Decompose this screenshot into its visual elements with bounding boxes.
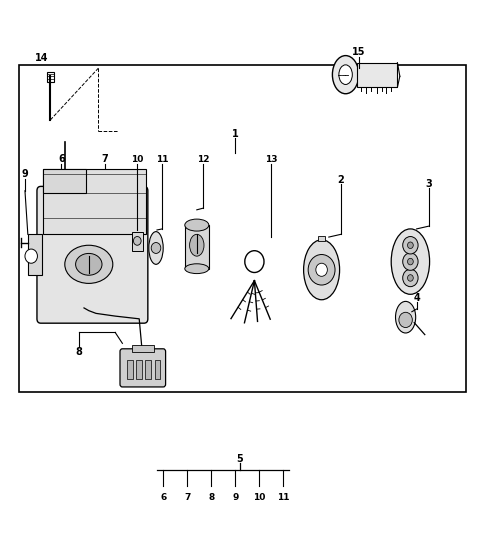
Polygon shape: [28, 234, 42, 275]
Circle shape: [403, 269, 418, 287]
Circle shape: [403, 237, 418, 254]
Circle shape: [399, 312, 412, 328]
Text: 11: 11: [277, 493, 289, 501]
Ellipse shape: [339, 65, 352, 84]
Bar: [47, 72, 54, 82]
Text: 5: 5: [237, 454, 243, 464]
Text: 3: 3: [425, 179, 432, 189]
Circle shape: [133, 237, 141, 245]
Bar: [357, 63, 397, 87]
Circle shape: [151, 243, 161, 253]
Ellipse shape: [75, 253, 102, 275]
Text: 6: 6: [160, 493, 167, 501]
Circle shape: [25, 249, 37, 263]
Text: 14: 14: [35, 53, 48, 63]
FancyBboxPatch shape: [120, 349, 166, 387]
Text: 8: 8: [76, 347, 83, 356]
Bar: [185, 225, 209, 269]
Circle shape: [316, 263, 327, 276]
Circle shape: [408, 258, 413, 265]
Ellipse shape: [149, 232, 163, 264]
Text: 11: 11: [156, 155, 168, 163]
Circle shape: [408, 275, 413, 281]
Ellipse shape: [190, 234, 204, 256]
Bar: [127, 360, 133, 379]
Text: 8: 8: [208, 493, 215, 501]
Bar: [145, 360, 151, 379]
Bar: [43, 169, 146, 234]
Text: 9: 9: [22, 169, 28, 179]
Bar: [132, 232, 143, 251]
FancyBboxPatch shape: [37, 186, 148, 323]
Polygon shape: [43, 169, 86, 193]
Ellipse shape: [391, 229, 430, 294]
Ellipse shape: [396, 301, 416, 333]
Ellipse shape: [304, 240, 340, 300]
Text: 7: 7: [184, 493, 191, 501]
Ellipse shape: [185, 219, 209, 231]
Circle shape: [403, 253, 418, 270]
Ellipse shape: [185, 264, 209, 274]
Bar: [155, 360, 160, 379]
Text: 15: 15: [352, 47, 366, 57]
Text: 13: 13: [265, 155, 277, 163]
Ellipse shape: [65, 245, 113, 283]
Text: 6: 6: [58, 154, 65, 164]
Text: 10: 10: [253, 493, 265, 501]
Circle shape: [408, 242, 413, 249]
Text: 4: 4: [413, 293, 420, 303]
Text: 12: 12: [197, 155, 209, 163]
Text: 7: 7: [101, 154, 108, 164]
Ellipse shape: [332, 56, 359, 94]
Bar: [19, 65, 466, 392]
Text: 2: 2: [337, 175, 344, 185]
Text: 1: 1: [232, 129, 239, 138]
Circle shape: [308, 255, 335, 285]
Bar: [136, 360, 142, 379]
Bar: [318, 236, 325, 241]
Text: 10: 10: [131, 155, 144, 163]
Text: 9: 9: [232, 493, 239, 501]
Bar: [132, 345, 154, 352]
